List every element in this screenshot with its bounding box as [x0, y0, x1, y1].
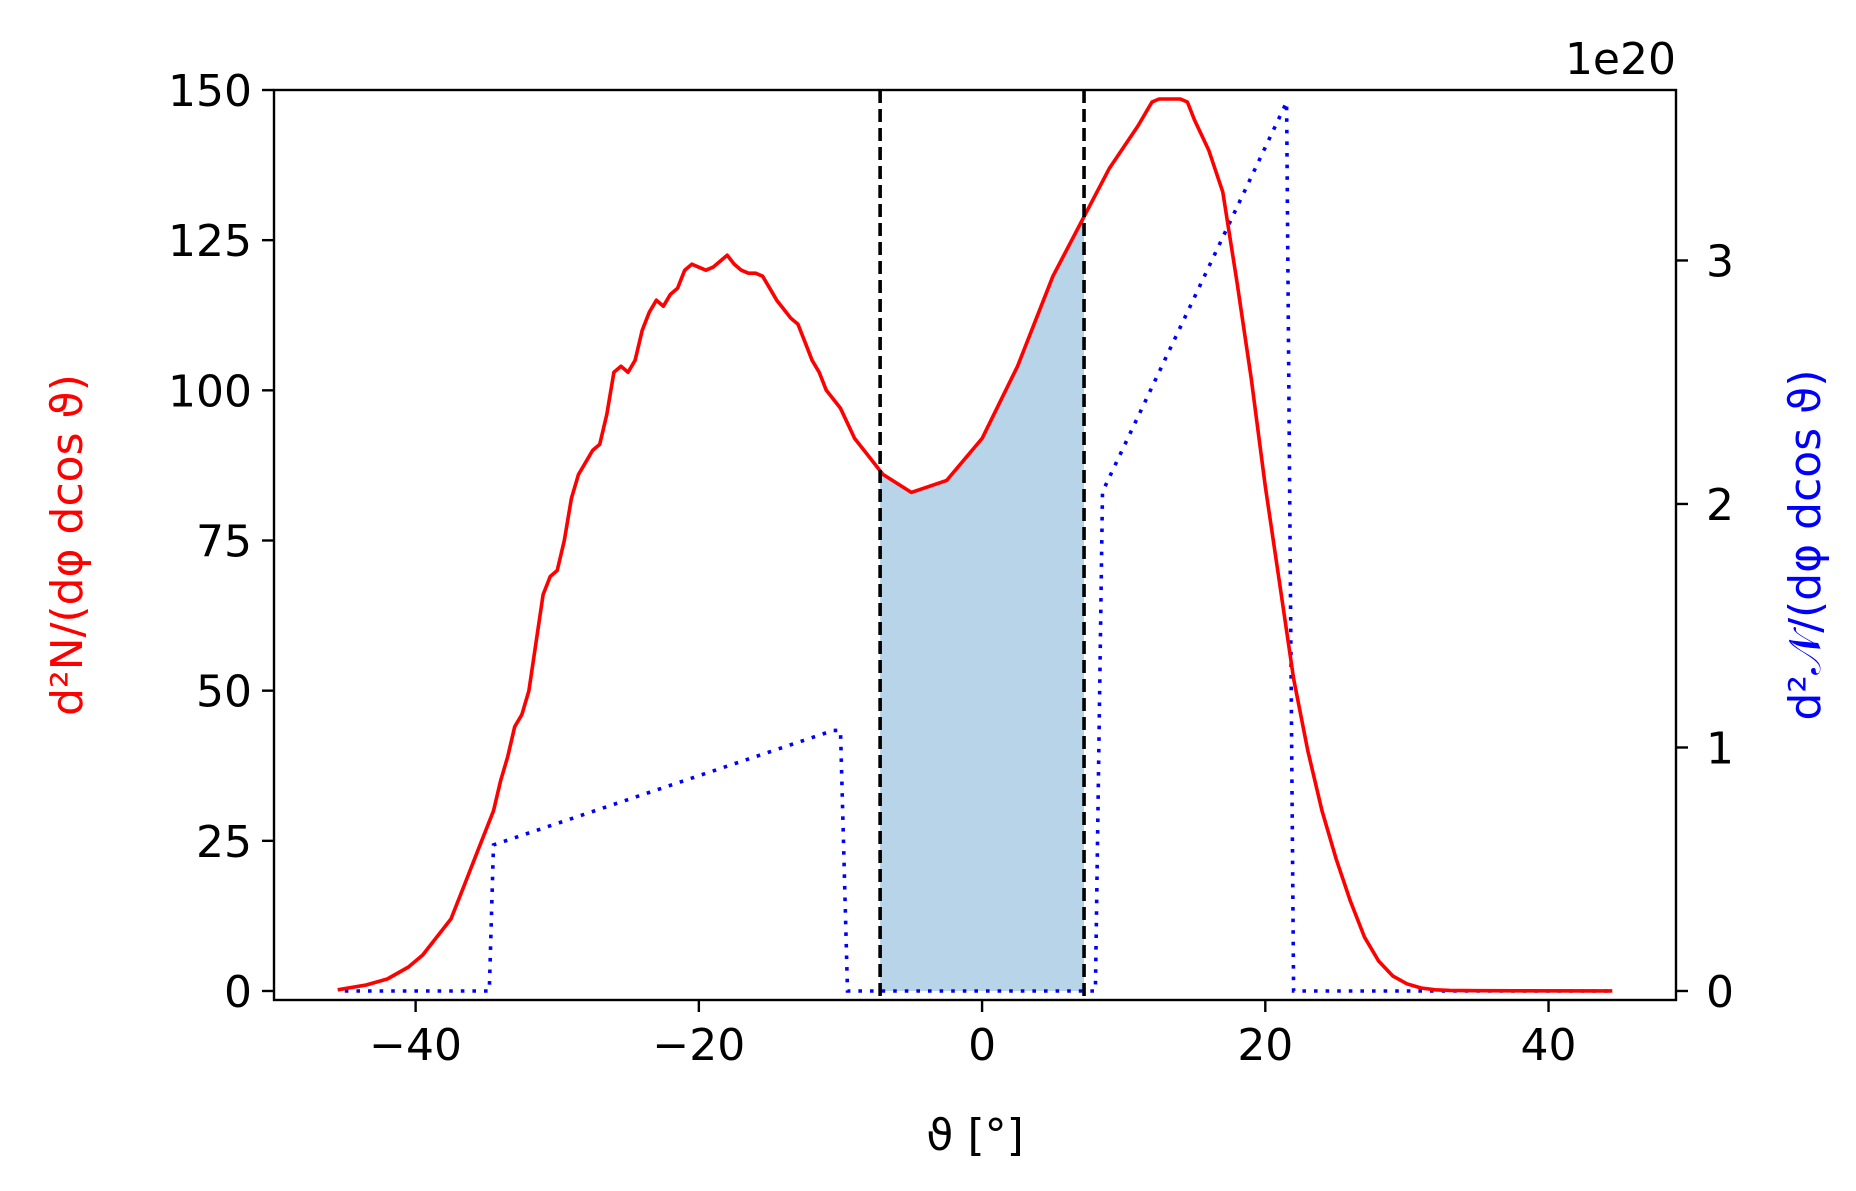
x-tick-label: 40: [1521, 1020, 1577, 1071]
y-right-tick-label: 1: [1706, 723, 1734, 774]
y-left-axis-label: d²N/(dφ dcos ϑ): [42, 374, 93, 716]
x-axis-label: ϑ [°]: [926, 1110, 1024, 1161]
x-tick-label: −40: [369, 1020, 462, 1071]
y-right-tick-label: 2: [1706, 480, 1734, 531]
y-left-tick-label: 125: [168, 216, 252, 267]
y-left-tick-label: 50: [196, 667, 252, 718]
right-axis-multiplier: 1e20: [1565, 34, 1676, 85]
y-right-tick-label: 0: [1706, 967, 1734, 1018]
y-left-tick-label: 75: [196, 516, 252, 567]
x-tick-label: 20: [1237, 1020, 1293, 1071]
series-left-line: [337, 97, 1613, 993]
y-right-axis-label: d²𝒩/(dφ dcos ϑ): [1780, 369, 1831, 720]
x-tick-label: 0: [968, 1020, 996, 1071]
series-right-line: [344, 101, 1613, 993]
fill-region: [880, 216, 1084, 991]
y-left-tick-label: 0: [224, 967, 252, 1018]
y-left-tick-label: 150: [168, 66, 252, 117]
y-right-tick-label: 3: [1706, 236, 1734, 287]
y-left-tick-label: 25: [196, 817, 252, 868]
x-tick-label: −20: [652, 1020, 745, 1071]
plot-frame: [272, 88, 1678, 1002]
y-left-tick-label: 100: [168, 366, 252, 417]
